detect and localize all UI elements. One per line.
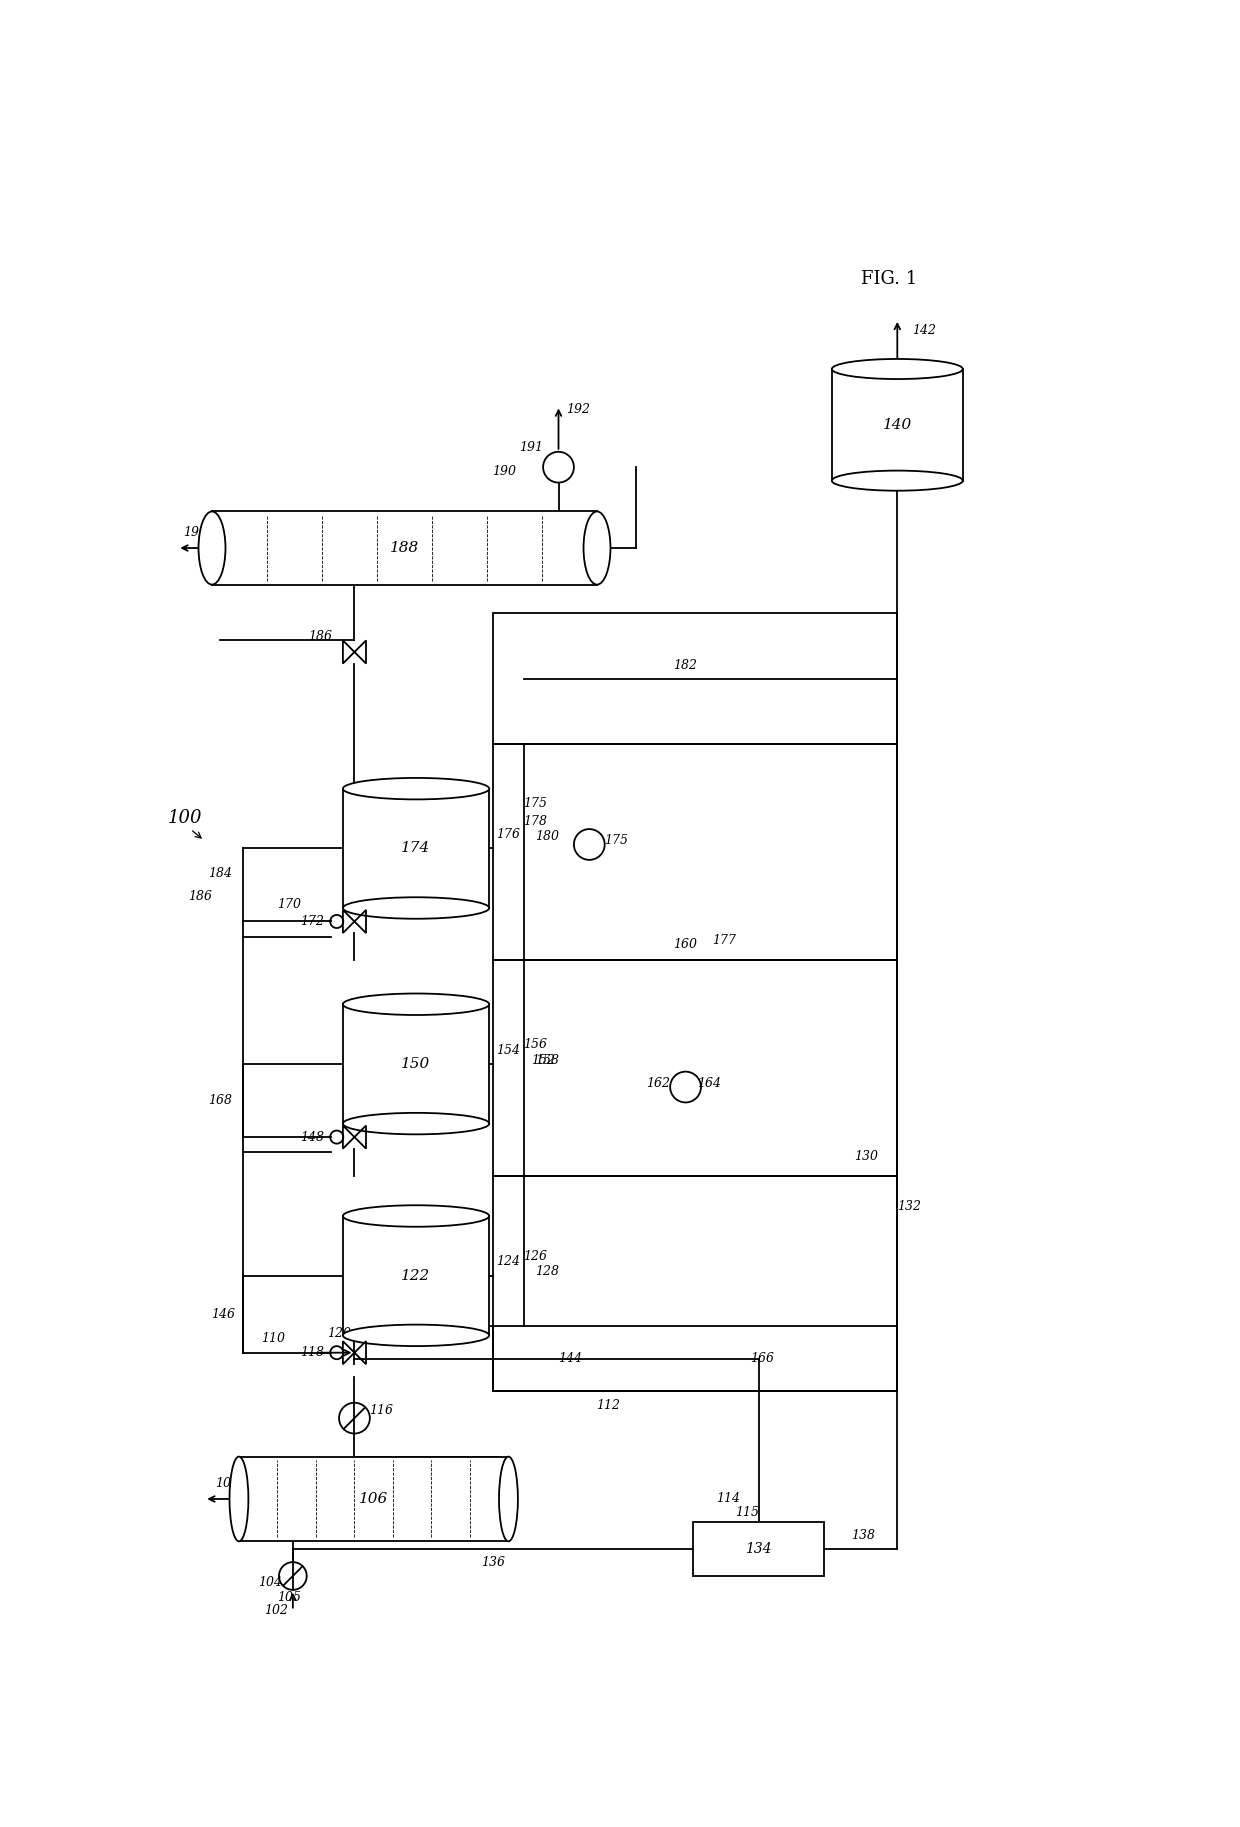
Text: 140: 140 xyxy=(883,418,911,431)
Bar xyxy=(494,959,898,1175)
Text: 120: 120 xyxy=(327,1326,351,1339)
Text: 122: 122 xyxy=(402,1268,430,1283)
Text: 177: 177 xyxy=(712,934,737,946)
Text: 144: 144 xyxy=(558,1352,582,1365)
Ellipse shape xyxy=(198,512,226,585)
Ellipse shape xyxy=(832,358,962,378)
Text: 132: 132 xyxy=(897,1200,921,1213)
Text: 170: 170 xyxy=(277,899,301,912)
Ellipse shape xyxy=(343,778,490,800)
Bar xyxy=(343,1217,490,1336)
Text: 174: 174 xyxy=(402,840,430,855)
Text: 148: 148 xyxy=(300,1131,324,1144)
Bar xyxy=(494,614,898,744)
Text: 182: 182 xyxy=(673,658,698,672)
Text: 191: 191 xyxy=(520,442,543,455)
Text: 162: 162 xyxy=(646,1076,671,1089)
Text: 175: 175 xyxy=(523,797,547,809)
Text: 160: 160 xyxy=(673,937,698,952)
Text: 190: 190 xyxy=(492,464,517,477)
Text: 175: 175 xyxy=(604,835,629,848)
Text: 130: 130 xyxy=(854,1149,878,1162)
Text: FIG. 1: FIG. 1 xyxy=(862,270,918,287)
Ellipse shape xyxy=(584,512,610,585)
Text: 110: 110 xyxy=(262,1332,285,1345)
Text: 152: 152 xyxy=(531,1054,556,1067)
Ellipse shape xyxy=(343,1113,490,1135)
Text: 164: 164 xyxy=(697,1076,720,1089)
Text: 158: 158 xyxy=(534,1054,559,1067)
Text: 104: 104 xyxy=(258,1575,281,1589)
Text: 114: 114 xyxy=(715,1493,740,1505)
Text: 176: 176 xyxy=(496,828,521,840)
Ellipse shape xyxy=(343,897,490,919)
Text: 116: 116 xyxy=(370,1403,393,1418)
Text: 178: 178 xyxy=(523,815,547,828)
Ellipse shape xyxy=(498,1456,518,1542)
Text: 146: 146 xyxy=(212,1308,236,1321)
Text: 105: 105 xyxy=(277,1591,301,1604)
Text: 172: 172 xyxy=(300,915,324,928)
Text: 128: 128 xyxy=(534,1266,559,1279)
Bar xyxy=(212,512,596,585)
Text: 188: 188 xyxy=(389,541,419,555)
Text: 142: 142 xyxy=(913,323,936,336)
Bar xyxy=(494,744,898,959)
Text: 124: 124 xyxy=(496,1255,521,1268)
Text: 180: 180 xyxy=(534,829,559,844)
Ellipse shape xyxy=(343,1325,490,1346)
Text: 138: 138 xyxy=(851,1529,874,1542)
Text: 112: 112 xyxy=(596,1398,620,1412)
Text: 118: 118 xyxy=(300,1346,324,1359)
Text: 102: 102 xyxy=(264,1604,288,1617)
Bar xyxy=(343,1005,490,1124)
Text: 134: 134 xyxy=(745,1542,773,1557)
Text: 184: 184 xyxy=(208,866,232,881)
Ellipse shape xyxy=(229,1456,248,1542)
Text: 166: 166 xyxy=(750,1352,775,1365)
Bar xyxy=(693,1522,825,1577)
Text: 186: 186 xyxy=(308,630,332,643)
Text: 150: 150 xyxy=(402,1058,430,1071)
Text: 156: 156 xyxy=(523,1038,547,1051)
Text: 194: 194 xyxy=(184,526,207,539)
Text: 192: 192 xyxy=(565,404,590,417)
Text: 186: 186 xyxy=(188,890,212,903)
Text: 136: 136 xyxy=(481,1557,505,1569)
Text: 154: 154 xyxy=(496,1043,521,1056)
Text: 108: 108 xyxy=(216,1476,239,1491)
Text: 100: 100 xyxy=(167,809,202,826)
Bar xyxy=(343,789,490,908)
Text: 115: 115 xyxy=(735,1505,759,1520)
Ellipse shape xyxy=(832,471,962,491)
Bar xyxy=(494,1175,898,1390)
Bar xyxy=(494,1326,898,1390)
Text: 106: 106 xyxy=(360,1493,388,1505)
Ellipse shape xyxy=(343,1206,490,1226)
Ellipse shape xyxy=(343,994,490,1016)
Bar xyxy=(832,369,962,481)
Bar xyxy=(239,1456,508,1542)
Text: 168: 168 xyxy=(208,1094,232,1107)
Text: 126: 126 xyxy=(523,1250,547,1262)
